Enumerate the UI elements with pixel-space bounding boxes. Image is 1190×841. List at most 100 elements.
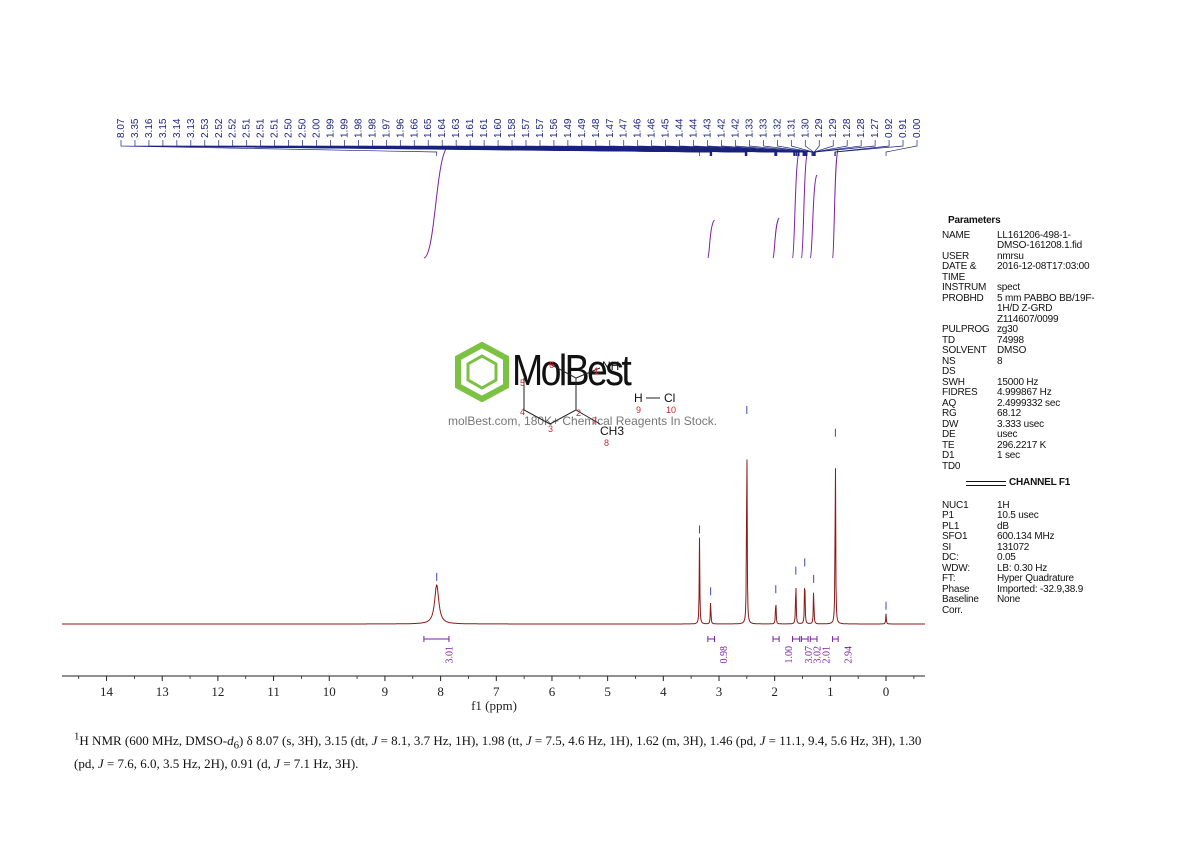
x-tick-label: 0 [883,684,890,699]
structure-number: 3 [548,424,554,434]
peak-label: 2.00 [312,118,323,138]
parameter-key: SOLVENT [942,345,987,356]
integral-bracket [809,636,818,642]
peak-label: 3.35 [130,118,141,138]
parameter-key: PROBHD [942,292,984,304]
peak-label: 1.43 [703,118,714,138]
x-axis-label: f1 (ppm) [471,698,517,713]
peak-label: 1.33 [758,118,769,138]
peak-label: 8.07 [116,118,127,138]
structure-number: 7 [592,416,598,426]
peak-label: 1.58 [507,118,518,138]
peak-label: 2.51 [242,118,253,138]
peak-label: 1.57 [535,118,546,138]
x-tick-label: 11 [267,684,280,699]
parameter-row: D1 1 sec [942,450,1102,462]
peak-label-leader [777,140,813,156]
peak-label-leader [813,140,834,156]
parameter-row: Baseline Corr. None [942,594,1083,616]
x-tick-label: 8 [437,684,444,699]
parameter-row: RG 68.12 [942,408,1102,420]
structure-number: 9 [636,405,642,415]
parameter-key: DS [942,366,956,377]
nmr-caption: 1H NMR (600 MHz, DMSO-d6) δ 8.07 (s, 3H)… [74,729,924,772]
peak-label-leader [834,140,890,156]
channel-header: CHANNEL F1 [966,477,1102,489]
parameter-value: 4.999867 Hz [997,387,1052,398]
parameter-key: USER [942,250,969,262]
parameter-value: 1H [997,499,1010,511]
parameter-row: DS [942,366,1102,378]
peak-label: 1.47 [619,118,630,138]
parameter-key: TE [942,439,955,451]
peak-label: 1.44 [675,118,686,138]
parameter-row: TE 296.2217 K [942,439,1102,452]
peak-label: 1.33 [744,118,755,138]
parameter-row: SFO1 600.134 MHz [942,531,1083,543]
parameter-row: USER nmrsu [942,250,1102,263]
parameters-title: Parameters [948,215,1001,226]
structure-number: 2 [576,408,582,418]
peak-label: 0.00 [912,118,923,138]
peak-label: 1.49 [577,118,588,138]
structure-label-h: H [634,391,643,405]
parameter-row: SWH 15000 Hz [942,377,1102,389]
peak-label-leader [804,140,814,156]
peak-label-leader [835,140,904,156]
watermark-brand: MolBest [512,346,632,395]
peak-label: 3.13 [186,118,197,138]
parameter-value: spect [997,282,1020,293]
parameter-value: 131072 [997,541,1030,553]
x-tick-label: 6 [549,684,556,699]
parameter-value: 2016-12-08T17:03:00 [997,261,1090,272]
parameter-key: PULPROG [942,324,990,335]
parameter-value: 0.05 [997,552,1016,563]
peak-label: 1.29 [828,118,839,138]
peak-label: 1.61 [465,118,476,138]
peak-label-leader [735,140,808,156]
peak-label: 1.63 [451,118,462,138]
parameter-row: FT: Hyper Quadrature [942,573,1083,585]
peak-label: 2.50 [284,118,295,138]
parameter-key: DC: [942,552,959,563]
parameter-row: TD0 [942,461,1102,473]
x-tick-label: 2 [771,684,778,699]
parameter-value: 5 mm PABBO BB/19F-1H/D Z-GRD Z114607/009… [997,292,1095,325]
peak-label: 1.28 [842,118,853,138]
parameter-key: P1 [942,510,954,521]
peak-label: 1.29 [814,118,825,138]
integral-value: 3.02 [813,646,824,664]
parameter-row: NUC1 1H [942,499,1083,512]
parameter-value: Imported: -32.9,38.9 [997,583,1084,595]
peak-label: 1.49 [563,118,574,138]
parameter-row: TD 74998 [942,335,1102,347]
molbest-hexagon-logo-icon [455,342,509,402]
peak-label: 1.42 [716,118,727,138]
peak-label: 2.52 [214,118,225,138]
x-tick-label: 12 [211,684,224,699]
parameter-key: AQ [942,397,957,409]
x-tick-label: 7 [493,684,500,699]
x-tick-label: 14 [100,684,114,699]
parameter-row: AQ 2.4999332 sec [942,397,1102,410]
peak-label: 1.65 [423,118,434,138]
peak-label-leader [885,140,918,156]
peak-label-leader [814,140,876,156]
parameter-key: Baseline Corr. [942,594,979,616]
parameter-key: SI [942,541,952,553]
parameter-key: DATE & TIME [942,261,977,283]
spectrum-line [62,459,925,625]
parameter-row: SI 131072 [942,541,1083,554]
integral-value: 2.01 [822,646,833,664]
integral-curve [707,219,715,259]
integral-value: 3.07 [804,646,815,664]
x-tick-label: 3 [716,684,723,699]
parameter-value: 600.134 MHz [997,531,1055,542]
parameter-value: dB [997,520,1009,532]
integral-bracket [423,636,450,642]
peak-label: 1.28 [856,118,867,138]
parameter-value: None [997,594,1021,605]
parameter-key: FT: [942,573,956,584]
parameter-value: 296.2217 K [997,439,1047,451]
